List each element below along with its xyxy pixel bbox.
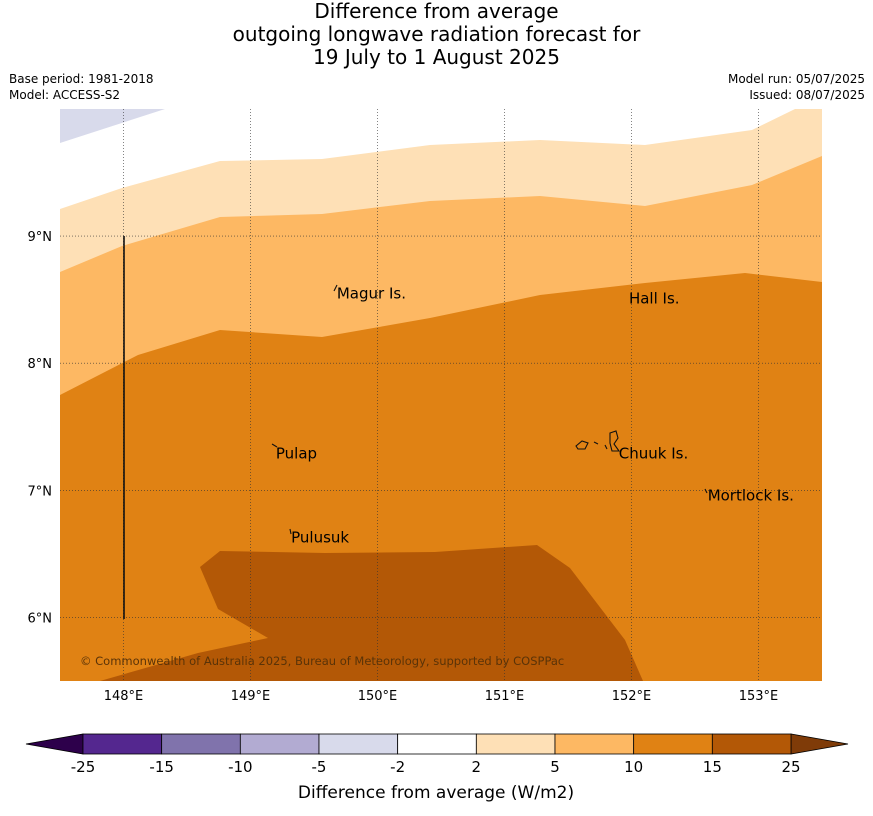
colorbar: -25 -15 -10 -5 -2 2 5 10 15 25: [25, 733, 849, 776]
colorbar-under-arrow: [25, 733, 84, 755]
colorbar-tick-label-1: -15: [149, 758, 174, 776]
place-label-3: Chuuk Is.: [619, 444, 688, 462]
title-line-1: Difference from average: [314, 0, 559, 23]
colorbar-tick-label-0: -25: [71, 758, 96, 776]
colorbar-segment-5: [475, 733, 556, 755]
colorbar-tick-label-3: -5: [312, 758, 327, 776]
lon-tick-label-1: 149°E: [231, 689, 271, 704]
base-period-text: Base period: 1981-2018: [9, 72, 154, 86]
lat-tick-label-0: 9°N: [28, 230, 53, 245]
contour-minus5-to-minus2: [60, 109, 165, 143]
colorbar-tick-label-6: 5: [550, 758, 560, 776]
map-title: Difference from average outgoing longwav…: [0, 0, 873, 69]
colorbar-over-arrow: [790, 733, 849, 755]
lon-tick-label-5: 153°E: [739, 689, 779, 704]
contour-fills: [60, 109, 822, 681]
issued-text: Issued: 08/07/2025: [749, 88, 865, 102]
title-line-3: 19 July to 1 August 2025: [313, 45, 560, 69]
lon-tick-label-4: 152°E: [612, 689, 652, 704]
title-line-2: outgoing longwave radiation forecast for: [232, 22, 641, 46]
mortlock-island-shape: [704, 488, 708, 494]
place-label-5: Pulusuk: [291, 528, 349, 546]
island-outlines: [271, 284, 708, 535]
colorbar-segment-8: [711, 733, 792, 755]
model-run-text: Model run: 05/07/2025: [727, 72, 865, 86]
pulusuk-island-shape: [289, 528, 292, 535]
place-label-0: Magur Is.: [337, 284, 406, 302]
magur-island-shape: [333, 284, 338, 292]
lon-tick-label-2: 150°E: [358, 689, 398, 704]
model-text: Model: ACCESS-S2: [9, 88, 121, 102]
colorbar-tick-label-5: 2: [472, 758, 482, 776]
colorbar-tick-label-4: -2: [390, 758, 405, 776]
lon-tick-label-3: 151°E: [485, 689, 525, 704]
contour-15-to-25: [100, 545, 643, 681]
colorbar-tick-label-9: 25: [781, 758, 800, 776]
colorbar-tick-label-7: 10: [624, 758, 643, 776]
pulap-island-shape: [271, 443, 278, 448]
place-label-2: Pulap: [276, 444, 317, 462]
chuuk-lagoon-reef: [575, 430, 621, 452]
lat-tick-label-1: 8°N: [28, 357, 53, 372]
place-label-1: Hall Is.: [629, 289, 680, 307]
colorbar-segment-0: [82, 733, 163, 755]
colorbar-tick-label-2: -10: [228, 758, 253, 776]
lon-tick-label-0: 148°E: [104, 689, 144, 704]
colorbar-segment-2: [239, 733, 320, 755]
colorbar-segment-3: [318, 733, 399, 755]
colorbar-label: Difference from average (W/m2): [298, 783, 574, 803]
place-label-4: Mortlock Is.: [708, 486, 794, 504]
latitude-tick-labels: 9°N 8°N 7°N 6°N: [28, 230, 53, 626]
place-labels: Magur Is. Hall Is. Pulap Chuuk Is. Mortlock …: [276, 284, 794, 546]
colorbar-segment-7: [633, 733, 713, 755]
colorbar-segment-4: [397, 733, 477, 755]
meta-right: Model run: 05/07/2025 Issued: 08/07/2025: [728, 71, 865, 103]
lat-tick-label-3: 6°N: [28, 611, 53, 626]
longitude-tick-labels: 148°E 149°E 150°E 151°E 152°E 153°E: [104, 689, 779, 704]
copyright-text: © Commonwealth of Australia 2025, Bureau…: [80, 654, 564, 668]
lat-tick-label-2: 7°N: [28, 484, 53, 499]
colorbar-segment-1: [161, 733, 241, 755]
meta-left: Base period: 1981-2018 Model: ACCESS-S2: [9, 71, 154, 103]
colorbar-segment-6: [554, 733, 635, 755]
colorbar-tick-label-8: 15: [703, 758, 722, 776]
